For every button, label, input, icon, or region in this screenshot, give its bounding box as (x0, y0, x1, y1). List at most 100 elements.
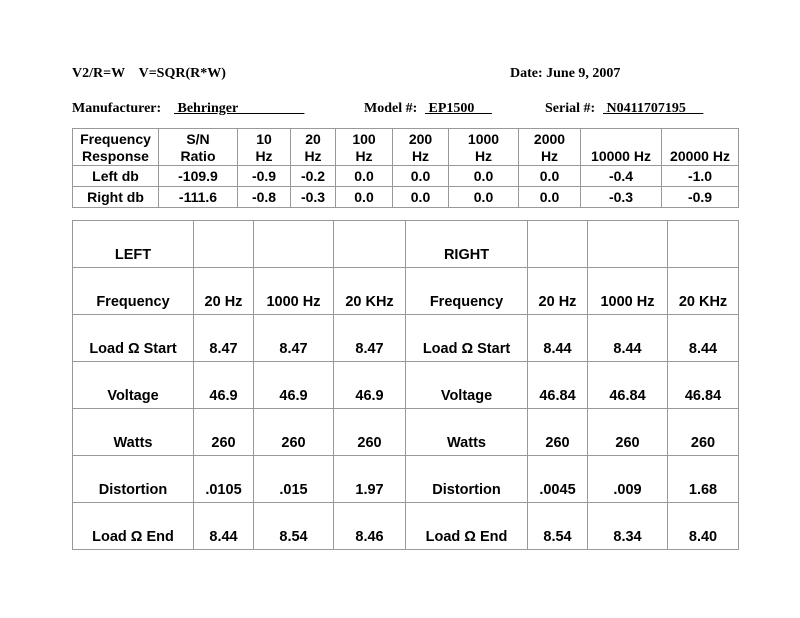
table-cell: 1000 Hz (587, 267, 668, 315)
table-cell: 8.44 (587, 314, 668, 362)
table-cell (667, 220, 739, 268)
table-cell: 1.68 (667, 455, 739, 503)
table-cell (587, 220, 668, 268)
table-row: Voltage 46.9 46.9 46.9 Voltage 46.84 46.84 46.8… (72, 361, 739, 409)
table-cell: 20 KHz (333, 267, 406, 315)
table-cell: 46.9 (333, 361, 406, 409)
table-cell: Left db (72, 165, 159, 187)
header-line: Hz (540, 148, 559, 164)
manufacturer-value: Behringer (174, 101, 305, 116)
table-cell: Watts (72, 408, 194, 456)
header-line: Hz (411, 148, 430, 164)
table-cell: Load Ω End (72, 502, 194, 550)
header-line: Response (82, 148, 149, 164)
table-cell: -0.3 (580, 186, 662, 208)
header-row: Frequency Response S/N Ratio 10 Hz 20 Hz 100 Hz 20… (72, 128, 739, 166)
table-cell: 0.0 (392, 186, 449, 208)
table-cell: Watts (405, 408, 528, 456)
table-cell: 0.0 (335, 186, 393, 208)
serial-value: N0411707195 (603, 101, 704, 116)
table-cell: 8.54 (527, 502, 588, 550)
header-cell: 100 Hz (335, 128, 393, 166)
header-line: Hz (474, 148, 493, 164)
table-cell: Load Ω Start (72, 314, 194, 362)
header-line: Hz (304, 148, 322, 164)
table-row: Load Ω End 8.44 8.54 8.46 Load Ω End 8.54 8.34… (72, 502, 739, 550)
manufacturer-label: Manufacturer: (72, 101, 162, 116)
table-cell: -0.8 (237, 186, 291, 208)
table-cell: 0.0 (448, 186, 519, 208)
table-cell: 8.34 (587, 502, 668, 550)
header-line: 100 (352, 131, 376, 147)
table-cell (253, 220, 334, 268)
table-cell: -0.9 (237, 165, 291, 187)
table-cell: 8.44 (527, 314, 588, 362)
table-cell: Distortion (405, 455, 528, 503)
table-cell: 0.0 (518, 186, 581, 208)
table-cell: 8.44 (193, 502, 254, 550)
header-line: 1000 (467, 131, 500, 147)
table-row: LEFT RIGHT (72, 220, 739, 268)
header-line: 10000 Hz (591, 148, 651, 164)
table-cell: -0.4 (580, 165, 662, 187)
header-cell: 20 Hz (290, 128, 336, 166)
table-cell: Frequency (405, 267, 528, 315)
table-cell: 260 (193, 408, 254, 456)
date-text: Date: June 9, 2007 (510, 66, 621, 81)
table-cell: .0045 (527, 455, 588, 503)
header-cell: 2000 Hz (518, 128, 581, 166)
table-cell: 46.9 (253, 361, 334, 409)
table-cell: Right db (72, 186, 159, 208)
table-cell: 260 (253, 408, 334, 456)
header-cell: 1000 Hz (448, 128, 519, 166)
table-cell: 46.84 (527, 361, 588, 409)
table-cell (193, 220, 254, 268)
header-cell: S/N Ratio (158, 128, 238, 166)
table-row: Distortion .0105.015 1.97 Distortion .0045.0… (72, 455, 739, 503)
table-cell: 260 (587, 408, 668, 456)
table-cell: 20 Hz (193, 267, 254, 315)
table-cell: RIGHT (405, 220, 528, 268)
table-row: Frequency 20 Hz 1000 Hz 20 KHz Frequency 20 H… (72, 267, 739, 315)
table-cell: -0.9 (661, 186, 739, 208)
table-cell: 8.47 (333, 314, 406, 362)
table-cell: Distortion (72, 455, 194, 503)
header-line: S/N (186, 131, 210, 147)
header-line: 2000 (533, 131, 566, 147)
model-value: EP1500 (425, 101, 492, 116)
table-cell: Load Ω End (405, 502, 528, 550)
table-cell (527, 220, 588, 268)
table-cell: 46.9 (193, 361, 254, 409)
formula-text: V2/R=W V=SQR(R*W) (72, 66, 226, 81)
table-cell: 20 Hz (527, 267, 588, 315)
table-cell: 46.84 (587, 361, 668, 409)
table-cell: 260 (527, 408, 588, 456)
header-line: Ratio (180, 148, 216, 164)
header-line: 20 (305, 131, 321, 147)
table-cell: .009 (587, 455, 668, 503)
table-cell: Load Ω Start (405, 314, 528, 362)
table-cell: 0.0 (518, 165, 581, 187)
header-line (581, 131, 661, 148)
table-cell: 260 (667, 408, 739, 456)
table-cell: -111.6 (158, 186, 238, 208)
table-row: Load Ω Start 8.47 8.47 8.47 Load Ω Start 8.44… (72, 314, 739, 362)
serial-label: Serial #: (545, 101, 596, 116)
table-row: Watts 260 260 260 Watts 260 260 260 (72, 408, 739, 456)
header-line: Hz (255, 148, 273, 164)
table-cell: Voltage (405, 361, 528, 409)
header-line: 200 (408, 131, 433, 147)
header-cell: 10 Hz (237, 128, 291, 166)
table-cell: -109.9 (158, 165, 238, 187)
table-cell: 0.0 (335, 165, 393, 187)
table-cell: .015 (253, 455, 334, 503)
header-cell: 20000 Hz (661, 128, 739, 166)
model-label: Model #: (364, 101, 418, 116)
table-row: Left db -109.9 -0.9 -0.2 0.0 0.0 0.0 0.0 -0.4 -1.… (72, 165, 739, 187)
table-cell: 8.46 (333, 502, 406, 550)
header-line: 20000 Hz (670, 148, 730, 164)
table-cell: 1.97 (333, 455, 406, 503)
header-line: Frequency (80, 131, 151, 147)
header-line: Hz (355, 148, 373, 164)
